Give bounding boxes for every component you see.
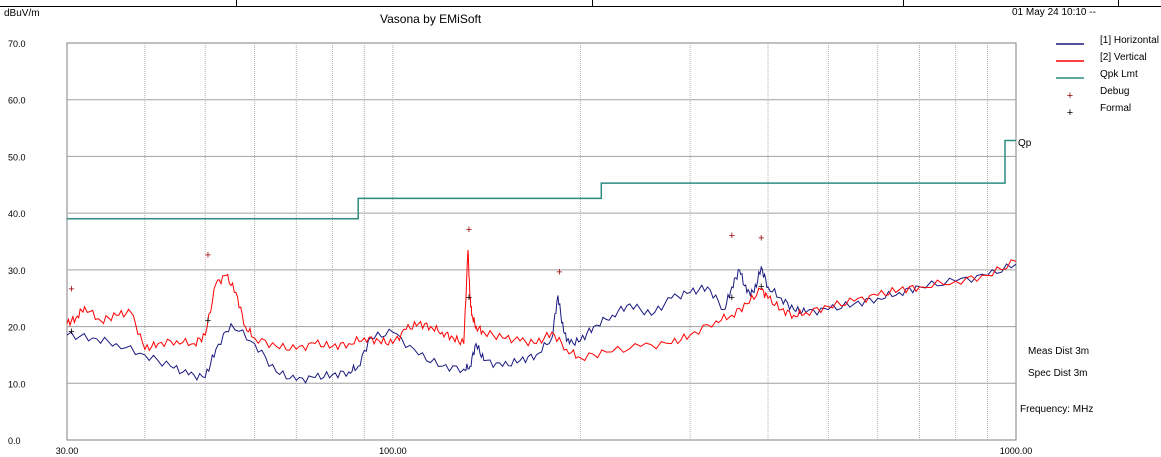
- y-tick-label: 40.0: [8, 209, 26, 219]
- horizontal-trace: [66, 263, 1017, 384]
- debug-marker: +: [729, 230, 735, 242]
- x-tick-label: 1000.00: [1000, 446, 1033, 456]
- y-tick-label: 50.0: [8, 152, 26, 162]
- grid: [66, 42, 1017, 441]
- y-tick-label: 0.0: [8, 436, 21, 446]
- debug-marker: +: [556, 267, 562, 279]
- marker-layer: + + + + + + + + + + +: [68, 224, 764, 338]
- legend-label: Qpk Lmt: [1100, 69, 1138, 80]
- formal-marker: +: [68, 326, 74, 338]
- divider-tick: [903, 0, 904, 6]
- meas-dist-note: Meas Dist 3m: [1028, 346, 1090, 357]
- debug-marker: +: [205, 250, 211, 262]
- tick-labels: 0.0 10.0 20.0 30.0 40.0 50.0 60.0 70.0 30.00 100.…: [8, 39, 1032, 456]
- legend-label: [2] Vertical: [1100, 52, 1147, 63]
- top-divider: [0, 0, 1161, 7]
- debug-marker: +: [68, 284, 74, 296]
- y-tick-label: 10.0: [8, 379, 26, 389]
- timestamp: 01 May 24 10:10 --: [1012, 7, 1096, 18]
- limit-tag: Qp: [1018, 138, 1032, 149]
- limit-line: [67, 139, 1016, 220]
- debug-marker: +: [466, 224, 472, 236]
- frequency-unit-note: Frequency: MHz: [1020, 404, 1094, 415]
- divider-tick: [236, 0, 237, 6]
- x-tick-label: 30.00: [56, 446, 79, 456]
- divider-tick: [1118, 0, 1119, 6]
- formal-marker: +: [729, 292, 735, 304]
- legend-marker: +: [1067, 90, 1073, 102]
- y-tick-label: 30.0: [8, 266, 26, 276]
- y-tick-label: 60.0: [8, 96, 26, 106]
- plot-frame: [66, 42, 1017, 441]
- y-tick-label: 70.0: [8, 39, 26, 49]
- debug-marker: +: [758, 233, 764, 245]
- series-layer: [66, 139, 1017, 384]
- formal-marker: +: [466, 292, 472, 304]
- legend-marker: +: [1067, 107, 1073, 119]
- divider-tick: [592, 0, 593, 6]
- legend: [1] Horizontal [2] Vertical Qpk Lmt + Debug +…: [1056, 35, 1159, 119]
- y-tick-label: 20.0: [8, 323, 26, 333]
- formal-marker: +: [205, 315, 211, 327]
- legend-label: Formal: [1100, 103, 1131, 114]
- spec-dist-note: Spec Dist 3m: [1028, 368, 1088, 379]
- legend-label: [1] Horizontal: [1100, 35, 1159, 46]
- y-axis-unit: dBuV/m: [4, 8, 40, 19]
- chart-title: Vasona by EMiSoft: [380, 12, 482, 26]
- x-tick-label: 100.00: [379, 446, 407, 456]
- vertical-trace: [66, 249, 1017, 362]
- formal-marker: +: [758, 281, 764, 293]
- legend-label: Debug: [1100, 86, 1129, 97]
